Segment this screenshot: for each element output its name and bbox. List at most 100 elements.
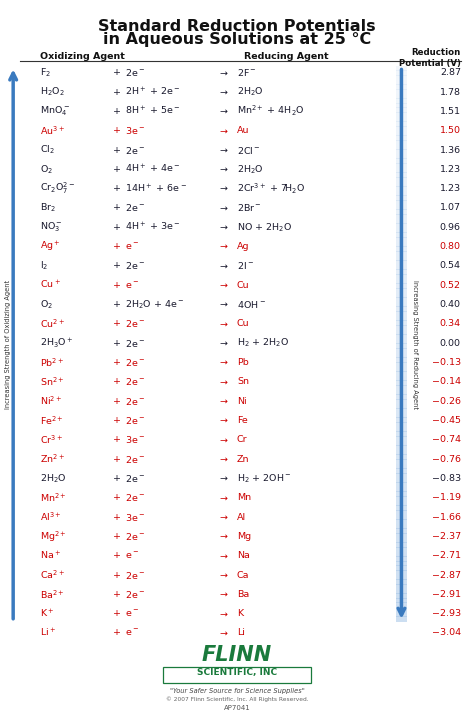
Text: →: →: [220, 281, 228, 290]
Bar: [396, 292, 407, 298]
Text: Mg: Mg: [237, 532, 251, 541]
Bar: [396, 251, 407, 256]
Text: −0.45: −0.45: [432, 416, 461, 425]
Text: Mn: Mn: [237, 493, 251, 502]
Text: +: +: [113, 242, 121, 251]
Bar: [396, 98, 407, 104]
Bar: [396, 325, 407, 330]
Text: 2e$^-$: 2e$^-$: [125, 338, 145, 348]
Bar: [396, 168, 407, 173]
Text: Br$_2$: Br$_2$: [40, 202, 56, 214]
Text: +: +: [113, 493, 121, 502]
Text: →: →: [220, 242, 228, 251]
Text: Cu$^{2+}$: Cu$^{2+}$: [40, 318, 65, 330]
Text: Cr$_2$O$_7^{2-}$: Cr$_2$O$_7^{2-}$: [40, 181, 75, 196]
Text: e$^-$: e$^-$: [125, 609, 139, 619]
Text: 1.23: 1.23: [440, 184, 461, 193]
Text: I$_2$: I$_2$: [40, 260, 48, 272]
Bar: [396, 191, 407, 196]
Text: Ag: Ag: [237, 242, 249, 251]
Text: +: +: [113, 551, 121, 560]
Bar: [396, 214, 407, 219]
Bar: [396, 371, 407, 377]
Bar: [396, 223, 407, 228]
Text: →: →: [220, 107, 228, 116]
Bar: [396, 70, 407, 76]
Text: →: →: [220, 378, 228, 386]
Text: 2Cr$^{3+}$ + 7H$_2$O: 2Cr$^{3+}$ + 7H$_2$O: [237, 181, 305, 196]
Text: 2e$^-$: 2e$^-$: [125, 415, 145, 426]
Bar: [396, 385, 407, 390]
Text: +: +: [113, 126, 121, 135]
Text: Fe$^{2+}$: Fe$^{2+}$: [40, 415, 64, 427]
Text: 1.07: 1.07: [440, 203, 461, 213]
Bar: [396, 432, 407, 437]
Text: Cr$^{3+}$: Cr$^{3+}$: [40, 434, 63, 446]
Bar: [396, 338, 407, 344]
Bar: [396, 135, 407, 141]
Text: →: →: [220, 358, 228, 367]
Bar: [396, 288, 407, 293]
Text: →: →: [220, 416, 228, 425]
Text: 2H$_3$O$^+$: 2H$_3$O$^+$: [40, 336, 73, 350]
Bar: [396, 561, 407, 566]
Bar: [396, 593, 407, 599]
Text: Ba$^{2+}$: Ba$^{2+}$: [40, 588, 65, 601]
Bar: [396, 149, 407, 154]
Text: Ni: Ni: [237, 397, 246, 406]
Bar: [396, 408, 407, 414]
Text: Ba: Ba: [237, 590, 249, 599]
Text: 4OH$^-$: 4OH$^-$: [237, 299, 266, 310]
Bar: [396, 186, 407, 191]
Bar: [396, 574, 407, 580]
Text: 2I$^-$: 2I$^-$: [237, 260, 254, 272]
Text: −1.66: −1.66: [432, 513, 461, 522]
Text: 2e$^-$: 2e$^-$: [125, 492, 145, 503]
Bar: [396, 228, 407, 233]
Text: 0.00: 0.00: [440, 338, 461, 348]
Text: +: +: [113, 397, 121, 406]
Bar: [396, 218, 407, 224]
Text: −2.87: −2.87: [432, 570, 461, 579]
Bar: [396, 283, 407, 289]
Text: Al: Al: [237, 513, 246, 522]
Text: FLINN: FLINN: [202, 645, 272, 665]
Text: +: +: [113, 319, 121, 328]
Text: Au$^{3+}$: Au$^{3+}$: [40, 124, 65, 137]
Bar: [396, 177, 407, 182]
Text: −1.19: −1.19: [432, 493, 461, 502]
Bar: [396, 140, 407, 145]
Text: 2H$_2$O: 2H$_2$O: [237, 163, 264, 176]
Bar: [396, 450, 407, 455]
Bar: [396, 395, 407, 400]
Text: Cr: Cr: [237, 435, 247, 444]
Bar: [396, 501, 407, 506]
Text: 1.36: 1.36: [440, 146, 461, 154]
Text: 2e$^-$: 2e$^-$: [125, 473, 145, 484]
Text: +: +: [113, 223, 121, 232]
Bar: [396, 264, 407, 270]
Text: +: +: [113, 570, 121, 579]
Bar: [396, 598, 407, 603]
Text: Pb: Pb: [237, 358, 249, 367]
Text: −3.04: −3.04: [432, 629, 461, 638]
Text: 2e$^-$: 2e$^-$: [125, 203, 145, 213]
Text: Cu: Cu: [237, 281, 250, 290]
Text: +: +: [113, 165, 121, 173]
Bar: [396, 436, 407, 442]
Bar: [396, 533, 407, 538]
Bar: [396, 144, 407, 150]
Bar: [396, 454, 407, 460]
Bar: [396, 556, 407, 562]
Bar: [396, 362, 407, 367]
Text: Cl$_2$: Cl$_2$: [40, 144, 55, 156]
Text: Ni$^{2+}$: Ni$^{2+}$: [40, 395, 62, 407]
Bar: [396, 154, 407, 159]
Text: 0.96: 0.96: [440, 223, 461, 232]
Text: 2e$^-$: 2e$^-$: [125, 454, 145, 464]
Text: Cu: Cu: [237, 319, 250, 328]
Bar: [396, 538, 407, 543]
Bar: [396, 399, 407, 405]
Bar: [396, 482, 407, 488]
Bar: [396, 552, 407, 557]
